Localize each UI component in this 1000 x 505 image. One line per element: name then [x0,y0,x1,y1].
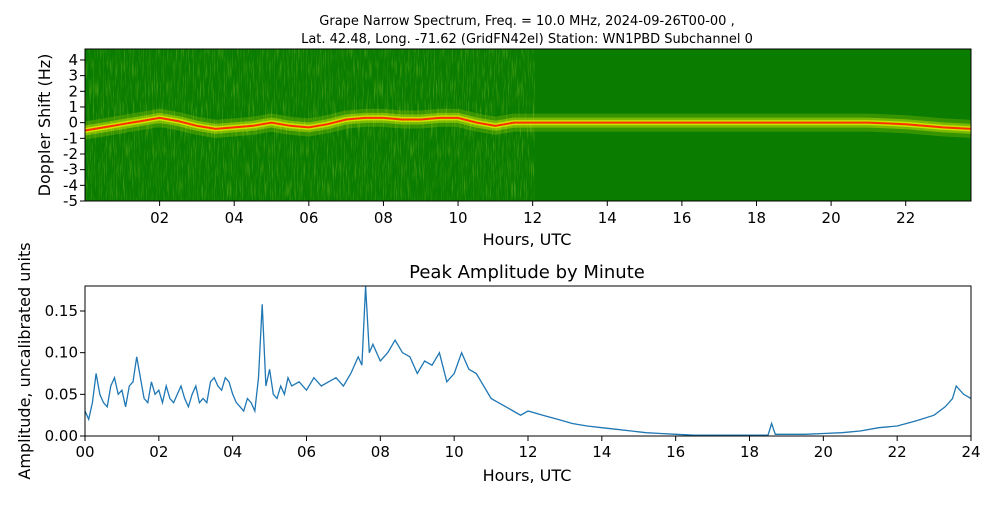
spectrogram-x-tick-label: 10 [449,209,468,227]
amplitude-x-tick-label: 18 [740,443,759,461]
spectrogram-y-tick-label: 1 [68,98,78,116]
amplitude-x-tick-label: 20 [814,443,833,461]
amplitude-x-tick-label: 00 [75,443,94,461]
spectrogram-x-tick-label: 20 [822,209,841,227]
spectrogram-y-axis-label: Doppler Shift (Hz) [35,54,54,197]
spectrogram-x-tick-label: 06 [299,209,318,227]
amplitude-x-tick-label: 02 [149,443,168,461]
spectrogram-y-tick-label: -2 [63,145,78,163]
amplitude-y-tick-label: 0.10 [45,344,78,362]
amplitude-x-tick-label: 24 [961,443,980,461]
amplitude-chart: Peak Amplitude by Minute 00 02 04 06 08 10 12 1… [15,242,981,485]
spectrogram-x-tick-label: 14 [598,209,617,227]
spectrogram-y-tick-label: 3 [68,67,78,85]
spectrogram-x-tick-label: 18 [747,209,766,227]
spectrogram-x-ticks: 02 04 06 08 10 12 14 16 18 20 22 [150,201,915,227]
spectrogram-ridge-line [85,116,971,132]
amplitude-y-axis-label: Amplitude, uncalibrated units [15,242,34,479]
spectrogram-x-tick-label: 16 [672,209,691,227]
amplitude-x-tick-label: 06 [297,443,316,461]
spectrogram-y-tick-label: -5 [63,192,78,210]
amplitude-x-tick-label: 16 [666,443,685,461]
spectrogram-x-tick-label: 02 [150,209,169,227]
spectrogram-y-tick-label: -3 [63,161,78,179]
spectrogram-chart: Grape Narrow Spectrum, Freq. = 10.0 MHz,… [35,14,972,249]
spectrogram-y-tick-label: -1 [63,129,78,147]
amplitude-frame [84,285,972,437]
spectrogram-title-line2: Lat. 42.48, Long. -71.62 (GridFN42el) St… [301,32,753,47]
spectrogram-x-tick-label: 04 [225,209,244,227]
amplitude-x-tick-label: 08 [371,443,390,461]
spectrogram-y-tick-label: -4 [63,176,78,194]
amplitude-x-tick-label: 22 [888,443,907,461]
amplitude-x-axis-label: Hours, UTC [483,466,572,485]
amplitude-plot-area [85,286,971,436]
spectrogram-x-tick-label: 22 [896,209,915,227]
amplitude-x-tick-label: 10 [445,443,464,461]
amplitude-x-ticks: 00 02 04 06 08 10 12 14 16 18 20 22 24 [75,436,981,461]
spectrogram-title-line1: Grape Narrow Spectrum, Freq. = 10.0 MHz,… [319,14,734,29]
amplitude-title: Peak Amplitude by Minute [409,262,645,283]
spectrogram-y-tick-label: 4 [68,51,78,69]
amplitude-y-tick-label: 0.05 [45,385,78,403]
spectrogram-x-tick-label: 12 [523,209,542,227]
amplitude-y-ticks: 0.00 0.05 0.10 0.15 [45,302,85,445]
spectrogram-x-axis-label: Hours, UTC [483,230,572,249]
spectrogram-x-tick-label: 08 [374,209,393,227]
amplitude-series-line [85,286,971,436]
spectrogram-frame [84,48,972,202]
amplitude-x-tick-label: 12 [518,443,537,461]
amplitude-x-tick-label: 04 [223,443,242,461]
amplitude-y-tick-label: 0.00 [45,427,78,445]
amplitude-y-tick-label: 0.15 [45,302,78,320]
spectrogram-y-tick-label: 2 [68,82,78,100]
spectrogram-y-tick-label: 0 [68,114,78,132]
spectrogram-plot-area [85,49,971,201]
amplitude-x-tick-label: 14 [592,443,611,461]
